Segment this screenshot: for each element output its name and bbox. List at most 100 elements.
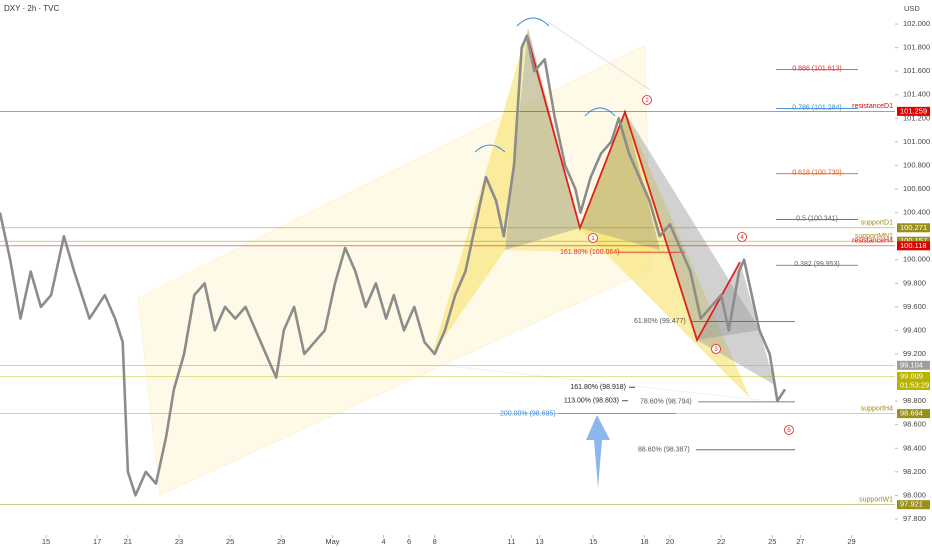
- arc: [584, 107, 616, 117]
- chart-title: DXY · 2h · TVC: [4, 4, 60, 13]
- level-name: supportMN1: [855, 233, 893, 240]
- trend-line: [439, 364, 761, 401]
- point-marker: [588, 233, 598, 243]
- price-line: [0, 34, 787, 497]
- y-tick-label: 98.600: [903, 420, 926, 429]
- fib-label: 0.618 (100.730): [792, 170, 841, 177]
- point-label: 4: [740, 235, 744, 241]
- pattern-triangle: [625, 112, 760, 340]
- point-marker: [737, 232, 747, 242]
- trend-line: [547, 21, 651, 91]
- level-badge: [897, 409, 930, 419]
- level-value: 99.009: [900, 371, 923, 380]
- x-tick-label: 29: [847, 537, 855, 546]
- y-tick-label: 99.200: [903, 349, 926, 358]
- level-badge: [897, 223, 930, 233]
- countdown: 01:53:29: [900, 380, 929, 389]
- y-tick-label: 99.800: [903, 278, 926, 287]
- pattern-triangle: [505, 28, 580, 250]
- fib-label: 0.886 (101.613): [792, 65, 841, 72]
- y-tick-label: 101.600: [903, 66, 930, 75]
- y-tick-label: 102.000: [903, 19, 930, 28]
- fib-label: 88.60% (98.387): [638, 447, 690, 454]
- fib-label: 161.80% (98.918): [570, 384, 626, 391]
- fib-label: 200.00% (98.695): [500, 410, 556, 417]
- level-badge: [897, 360, 930, 370]
- drawings: [137, 17, 775, 496]
- point-label: 5: [787, 428, 791, 434]
- y-tick-label: 100.800: [903, 160, 930, 169]
- y-tick-label: 101.400: [903, 90, 930, 99]
- x-tick-label: 20: [666, 537, 674, 546]
- y-tick-label: 101.000: [903, 137, 930, 146]
- fib-label: 161.80% (100.064): [560, 249, 620, 256]
- point-marker: [711, 344, 721, 354]
- y-tick-label: 99.400: [903, 325, 926, 334]
- fib-label: 0.786 (101.284): [792, 104, 841, 111]
- level-value: 100.157: [900, 236, 927, 245]
- level-badge: [897, 241, 930, 251]
- point-marker: [784, 425, 794, 435]
- level-name: supportD1: [861, 220, 893, 227]
- fib-label: 61.80% (99.477): [634, 318, 686, 325]
- y-tick-label: 100.600: [903, 184, 930, 193]
- level-badge: [897, 500, 930, 510]
- level-name: resistanceD1: [852, 103, 893, 110]
- x-tick-label: 21: [124, 537, 132, 546]
- y-tick-label: 101.200: [903, 113, 930, 122]
- x-tick-label: May: [325, 537, 339, 546]
- arc: [516, 17, 550, 27]
- x-tick-label: 27: [796, 537, 804, 546]
- y-tick-label: 101.800: [903, 43, 930, 52]
- y-tick-label: 98.200: [903, 467, 926, 476]
- level-value: 97.921: [900, 500, 923, 509]
- price-axis: [895, 0, 932, 550]
- x-tick-label: 23: [175, 537, 183, 546]
- level-value: 98.694: [900, 409, 923, 418]
- x-tick-label: 15: [42, 537, 50, 546]
- fib-label: 0.382 (99.953): [794, 261, 840, 268]
- arc: [474, 144, 506, 153]
- level-value: 100.118: [900, 241, 927, 250]
- y-tick-label: 98.000: [903, 490, 926, 499]
- y-tick-label: 98.400: [903, 443, 926, 452]
- point-marker: [642, 95, 652, 105]
- pattern-triangle: [580, 112, 660, 250]
- y-tick-label: 99.600: [903, 302, 926, 311]
- point-label: 3: [714, 347, 718, 353]
- x-tick-label: 4: [381, 537, 385, 546]
- x-tick-label: 25: [768, 537, 776, 546]
- level-badge: [897, 106, 930, 116]
- x-tick-label: 18: [640, 537, 648, 546]
- fib-label: 78.60% (98.794): [640, 399, 692, 406]
- x-tick-label: 17: [93, 537, 101, 546]
- level-badge: [897, 372, 930, 391]
- y-tick-label: 98.800: [903, 396, 926, 405]
- level-name: supportW1: [859, 497, 893, 504]
- arrow: [586, 415, 610, 488]
- pattern-triangle: [432, 28, 528, 355]
- fib-label: 113.00% (98.803): [564, 398, 619, 405]
- axis-unit: USD: [904, 4, 920, 13]
- x-tick-label: 22: [717, 537, 725, 546]
- fib-label: 0.5 (100.341): [796, 215, 838, 222]
- x-tick-label: 15: [589, 537, 597, 546]
- level-value: 99.104: [900, 360, 923, 369]
- x-tick-label: 6: [407, 537, 411, 546]
- x-tick-label: 25: [226, 537, 234, 546]
- level-badge: [897, 236, 930, 246]
- level-name: resistanceH4: [852, 238, 893, 245]
- x-tick-label: 11: [508, 537, 516, 546]
- x-tick-label: 13: [535, 537, 543, 546]
- y-tick-label: 97.800: [903, 514, 926, 523]
- channel: [137, 44, 651, 496]
- level-name: supportH4: [861, 405, 893, 412]
- zigzag: [526, 34, 741, 343]
- x-tick-label: 8: [433, 537, 437, 546]
- level-value: 101.259: [900, 106, 927, 115]
- pattern-triangle: [697, 262, 775, 385]
- point-label: 2: [645, 98, 649, 104]
- y-tick-label: 100.000: [903, 255, 930, 264]
- x-tick-label: 29: [277, 537, 285, 546]
